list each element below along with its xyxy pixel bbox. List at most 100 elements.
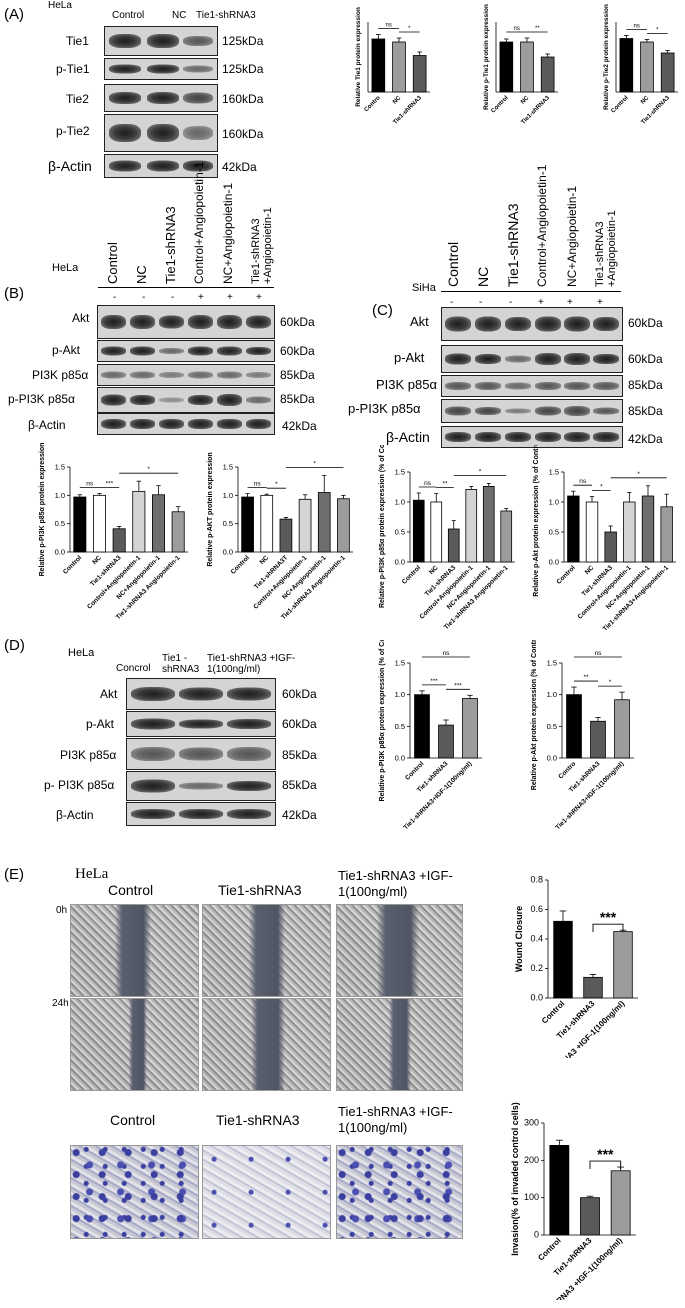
y-axis-label: Relative p-Tie1 protein expression	[483, 4, 490, 110]
blot-row-label: p-Tie2	[56, 124, 90, 138]
bar	[540, 56, 555, 93]
category-label: Control	[610, 95, 630, 115]
y-tick-label: 1.0	[395, 690, 405, 699]
category-label: Contro	[364, 95, 382, 113]
y-tick-label: 0.2	[530, 963, 543, 973]
bar-chart-d-pi3k: Relative p-PI3K p85α protein expression …	[379, 640, 482, 831]
bar	[640, 41, 654, 93]
blot-row-label: p-Akt	[52, 343, 81, 357]
panel-label-e: (E)	[4, 866, 24, 883]
significance-label: ns	[385, 23, 391, 29]
wound-image	[202, 998, 331, 1091]
bar	[317, 492, 331, 553]
bar	[500, 510, 513, 563]
treatment-sign: +	[567, 297, 573, 308]
blot-row-label: p-Akt	[394, 350, 425, 365]
y-axis-label: Wound Closure	[514, 906, 524, 972]
category-label: Control	[555, 564, 576, 585]
y-tick-label: 0.0	[395, 754, 405, 763]
cell-line-label: HeLa	[48, 0, 72, 11]
kda-label: 60kDa	[282, 717, 317, 731]
y-tick-label: 0.0	[530, 993, 543, 1003]
column-header: Tie1-shRNA3	[216, 1112, 300, 1128]
y-tick-label: 100	[524, 1192, 539, 1202]
kda-label: 85kDa	[628, 404, 663, 418]
panel-label-c: (C)	[372, 302, 393, 319]
blot-row-label: Tie1	[66, 34, 89, 48]
category-label: NC	[392, 95, 403, 106]
significance-label: ns	[424, 480, 432, 487]
blot-row-label: β-Actin	[28, 418, 66, 432]
blot-image	[104, 84, 218, 112]
blot-image	[97, 364, 275, 386]
bar	[613, 931, 633, 999]
y-tick-label: 1.0	[547, 690, 557, 699]
y-tick-label: 1.5	[55, 463, 65, 472]
bar-chart-b-pakt: Relative p-AKT protein expression 0.0 0.5 1…	[207, 452, 353, 620]
lane-label: Control+Angiopoietin-1	[535, 164, 549, 287]
cell-line-label: HeLa	[52, 262, 79, 274]
y-tick-label: 300	[524, 1118, 539, 1128]
significance-label: ns	[443, 650, 451, 657]
bar	[462, 698, 478, 759]
significance-bracket	[589, 1160, 622, 1170]
kda-label: 60kDa	[628, 352, 663, 366]
bar	[337, 498, 350, 553]
bar	[566, 694, 582, 759]
panel-label-b: (B)	[4, 285, 24, 302]
significance-label: ***	[430, 678, 438, 685]
bar-chart-p-tie1: Relative p-Tie1 protein expression Contro…	[483, 4, 558, 126]
y-tick-label: 1.0	[395, 498, 405, 507]
blot-row-label: Akt	[100, 687, 118, 701]
blot-image	[441, 426, 623, 448]
bar-chart-wound-closure: Wound Closure0.00.20.40.60.8ControlTie1-…	[514, 875, 638, 1058]
significance-label: *	[637, 471, 640, 478]
y-tick-label: 0.0	[55, 548, 65, 557]
bar	[73, 496, 87, 553]
bar	[392, 41, 406, 93]
bar	[623, 501, 636, 563]
y-axis-label: Relative p-PI3K p85α protein expression …	[379, 445, 386, 608]
significance-label: ***	[600, 909, 617, 925]
treatment-sign: +	[538, 297, 544, 308]
blot-row-label: p-PI3K p85α	[348, 401, 421, 416]
significance-label: ns	[86, 481, 94, 488]
kda-label: 42kDa	[222, 160, 257, 174]
blot-image	[97, 387, 275, 413]
significance-label: *	[147, 466, 150, 473]
bar	[260, 494, 274, 553]
y-tick-label: 1.0	[55, 491, 65, 500]
bar	[604, 531, 617, 563]
lane-label: Tie1-shRNA3 +Angiopoietin-1	[594, 210, 618, 287]
bar	[482, 486, 495, 563]
lane-label: Tie1-shRNA3	[163, 206, 178, 284]
lane-label: Tie1-shRNA3	[505, 203, 521, 287]
lane-label: NC+Angiopoietin-1	[221, 182, 235, 284]
blot-image	[441, 375, 623, 397]
bar	[553, 920, 573, 999]
bar	[583, 976, 603, 999]
bar	[465, 489, 478, 563]
blot-image	[441, 307, 623, 341]
significance-label: *	[609, 679, 612, 686]
invasion-image	[70, 1145, 199, 1239]
blot-image	[97, 413, 275, 435]
category-label: Control	[230, 554, 251, 575]
significance-label: ns	[579, 478, 587, 485]
category-label: NC	[520, 95, 531, 106]
time-label: 24h	[52, 998, 69, 1009]
bar	[412, 55, 427, 93]
y-tick-label: 1.0	[223, 491, 233, 500]
bar-chart-b-pi3k: Relative p-PI3K p85α protein expression 0…	[39, 443, 188, 620]
bar	[580, 1197, 600, 1236]
column-header: Tie1-shRNA3 +IGF-1(100ng/ml)	[338, 868, 453, 899]
blot-image	[441, 399, 623, 423]
significance-label: ***	[597, 1146, 614, 1162]
significance-label: *	[313, 461, 316, 468]
y-tick-label: 1.5	[395, 659, 405, 668]
lane-label: Control	[112, 10, 145, 21]
significance-bracket	[592, 923, 624, 933]
bar	[371, 38, 386, 93]
y-tick-label: 0.5	[223, 519, 233, 528]
